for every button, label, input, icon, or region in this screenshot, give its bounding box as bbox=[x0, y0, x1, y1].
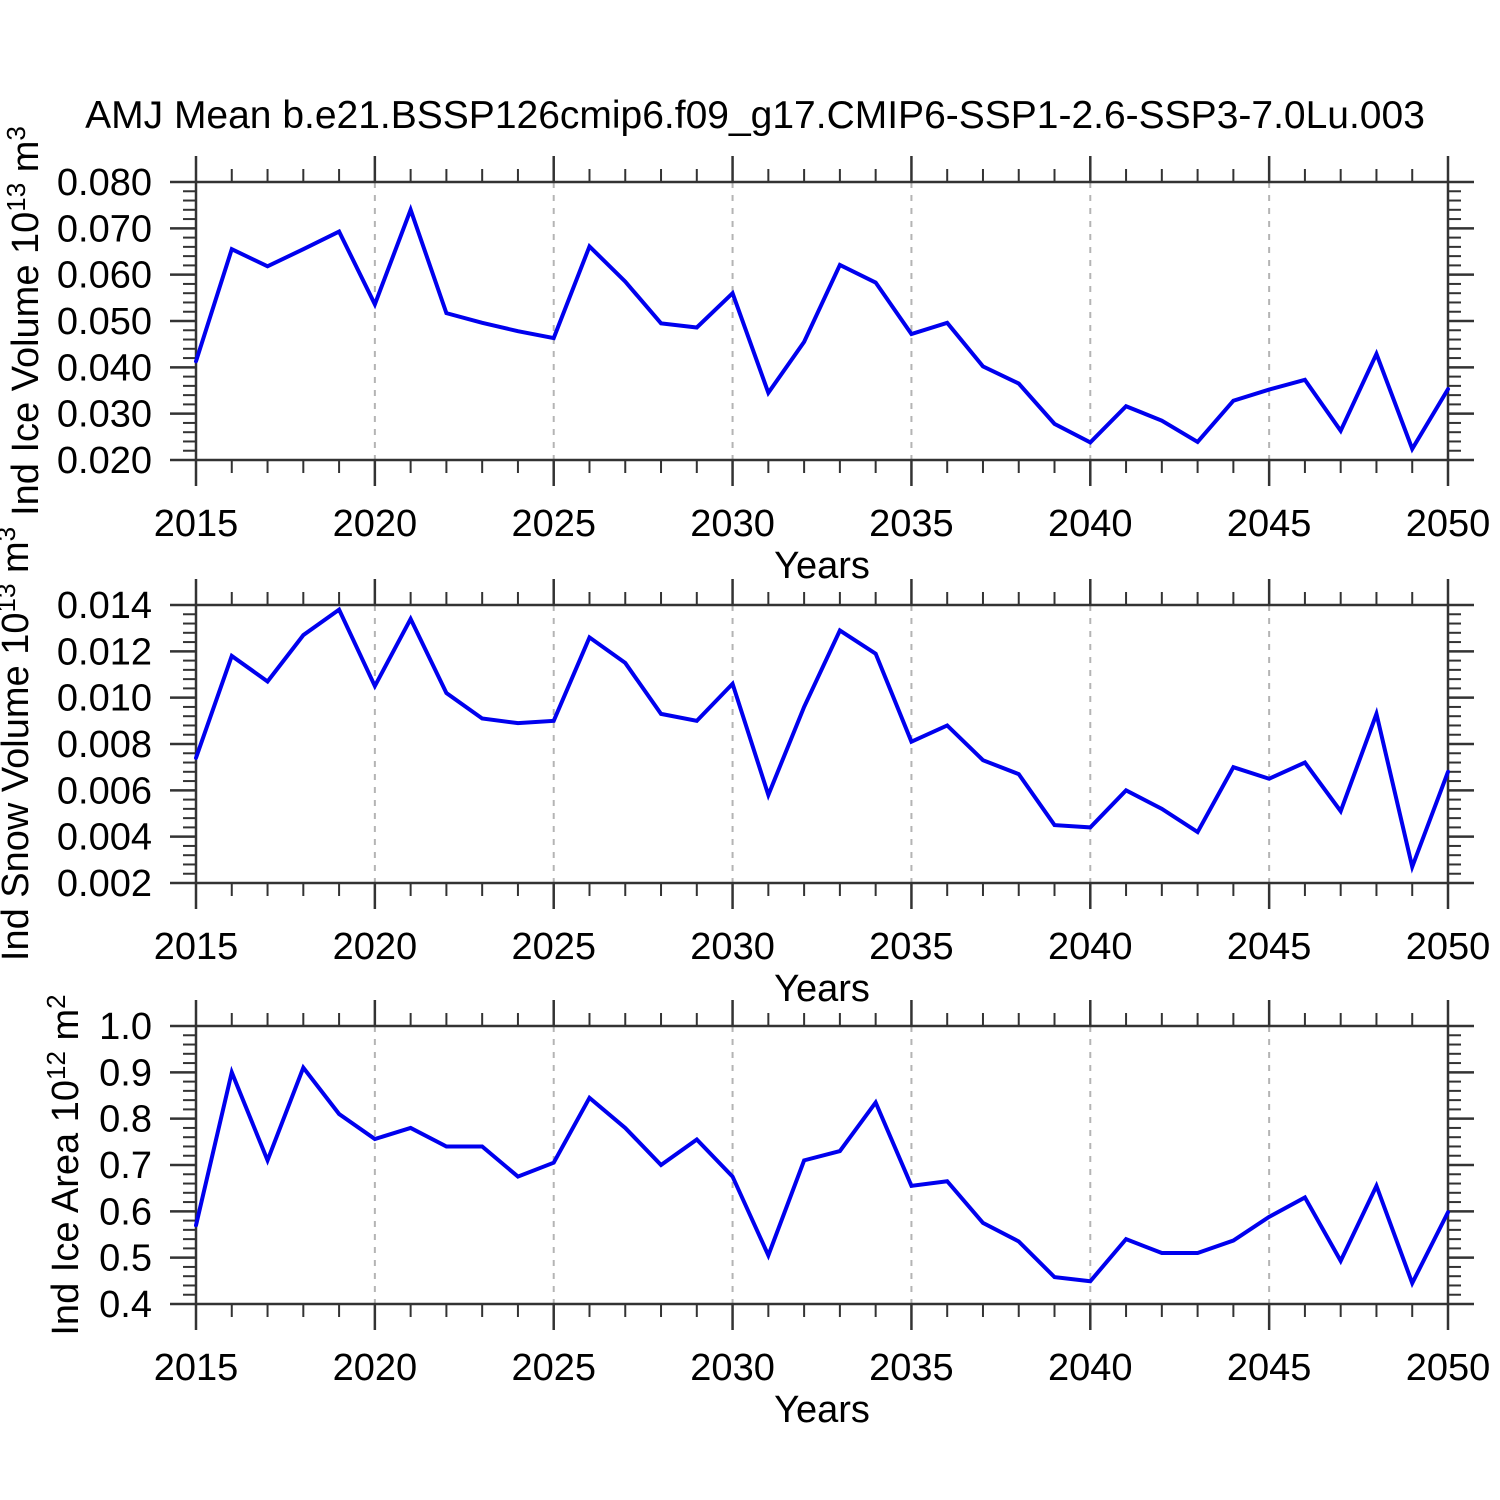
data-line bbox=[194, 203, 1450, 454]
plot-frame bbox=[194, 180, 1450, 462]
y-tick-label: 0.050 bbox=[57, 301, 152, 343]
x-tick-label: 2025 bbox=[511, 1347, 596, 1389]
y-tick-label: 0.070 bbox=[57, 208, 152, 250]
x-tick-label: 2015 bbox=[154, 926, 239, 968]
x-axis-label: Years bbox=[774, 545, 870, 587]
y-tick-label: 0.004 bbox=[57, 817, 152, 859]
x-tick-label: 2035 bbox=[869, 503, 954, 545]
x-tick-label: 2045 bbox=[1227, 926, 1312, 968]
x-tick-label: 2050 bbox=[1406, 503, 1491, 545]
y-tick-label: 0.4 bbox=[99, 1284, 152, 1326]
y-tick-label: 0.008 bbox=[57, 724, 152, 766]
y-tick-label: 0.5 bbox=[99, 1238, 152, 1280]
x-tick-label: 2020 bbox=[333, 503, 418, 545]
plot-frame bbox=[194, 603, 1450, 885]
data-line bbox=[194, 606, 1450, 874]
x-tick-label: 2025 bbox=[511, 503, 596, 545]
x-tick-label: 2015 bbox=[154, 1347, 239, 1389]
x-axis-label: Years bbox=[774, 1389, 870, 1431]
data-line bbox=[194, 1063, 1450, 1289]
plot-frame bbox=[194, 1024, 1450, 1306]
plot-ice-area: 0.40.5 0.60.70.8 0.91.0 2015 2020 2025 2030 203… bbox=[41, 994, 1490, 1431]
y-axis-label: Ind Ice Volume 1013 m3 bbox=[1, 126, 47, 516]
y-tick-label: 0.012 bbox=[57, 631, 152, 673]
x-tick-label: 2050 bbox=[1406, 926, 1491, 968]
x-tick-label: 2030 bbox=[690, 1347, 775, 1389]
y-tick-label: 0.7 bbox=[99, 1145, 152, 1187]
y-tick-label: 0.010 bbox=[57, 678, 152, 720]
y-tick-label: 0.006 bbox=[57, 770, 152, 812]
y-tick-label: 0.060 bbox=[57, 255, 152, 297]
x-tick-label: 2045 bbox=[1227, 1347, 1312, 1389]
x-tick-label: 2045 bbox=[1227, 503, 1312, 545]
y-axis-label: Ind Snow Volume 1013 m3 bbox=[0, 527, 37, 961]
y-tick-label: 0.9 bbox=[99, 1052, 152, 1094]
y-tick-label: 1.0 bbox=[99, 1006, 152, 1048]
figure-title: AMJ Mean b.e21.BSSP126cmip6.f09_g17.CMIP… bbox=[85, 94, 1425, 137]
x-tick-label: 2030 bbox=[690, 503, 775, 545]
x-tick-label: 2025 bbox=[511, 926, 596, 968]
y-tick-label: 0.8 bbox=[99, 1099, 152, 1141]
y-tick-label: 0.6 bbox=[99, 1191, 152, 1233]
y-tick-label: 0.080 bbox=[57, 162, 152, 204]
y-tick-label: 0.040 bbox=[57, 347, 152, 389]
y-tick-label: 0.014 bbox=[57, 585, 152, 627]
x-tick-label: 2040 bbox=[1048, 926, 1133, 968]
x-axis-label: Years bbox=[774, 968, 870, 1010]
x-tick-label: 2030 bbox=[690, 926, 775, 968]
x-tick-label: 2040 bbox=[1048, 503, 1133, 545]
y-tick-label: 0.002 bbox=[57, 863, 152, 905]
y-tick-label: 0.020 bbox=[57, 440, 152, 482]
x-tick-label: 2040 bbox=[1048, 1347, 1133, 1389]
x-tick-label: 2035 bbox=[869, 926, 954, 968]
x-tick-label: 2050 bbox=[1406, 1347, 1491, 1389]
x-tick-label: 2015 bbox=[154, 503, 239, 545]
x-tick-label: 2035 bbox=[869, 1347, 954, 1389]
x-tick-label: 2020 bbox=[333, 1347, 418, 1389]
x-tick-label: 2020 bbox=[333, 926, 418, 968]
y-tick-label: 0.030 bbox=[57, 394, 152, 436]
y-axis-label: Ind Ice Area 1012 m2 bbox=[41, 994, 87, 1335]
